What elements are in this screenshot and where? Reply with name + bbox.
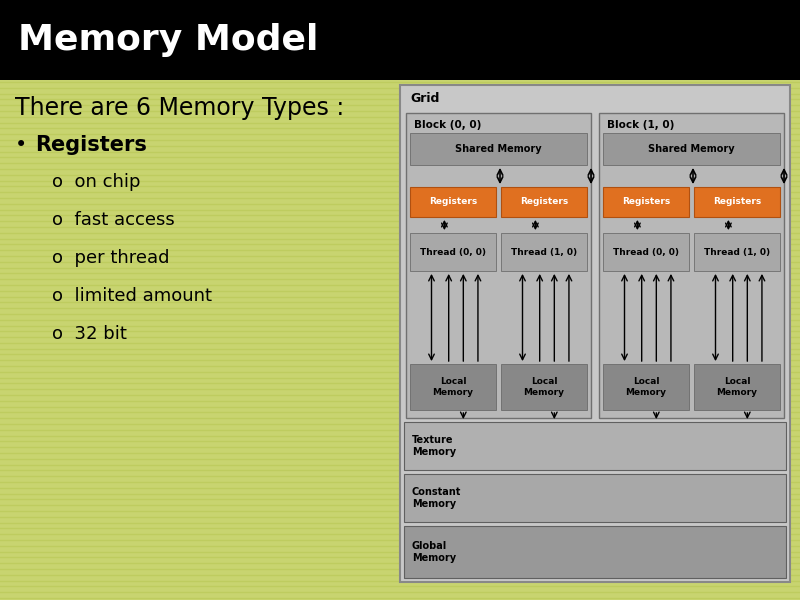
Bar (694, 233, 780, 271)
Text: Registers: Registers (429, 197, 477, 206)
Text: Local
Memory: Local Memory (433, 377, 474, 397)
Text: o  fast access: o fast access (52, 211, 174, 229)
Text: Shared Memory: Shared Memory (455, 144, 542, 154)
Text: •: • (15, 135, 27, 155)
Text: o  on chip: o on chip (52, 173, 141, 191)
Bar (603, 233, 689, 271)
Text: Texture
Memory: Texture Memory (412, 435, 456, 457)
Text: Thread (0, 0): Thread (0, 0) (420, 247, 486, 257)
Text: Constant
Memory: Constant Memory (412, 487, 462, 509)
Bar (501, 233, 587, 271)
Text: Thread (1, 0): Thread (1, 0) (511, 247, 577, 257)
Text: Block (0, 0): Block (0, 0) (414, 120, 482, 130)
Text: Registers: Registers (520, 197, 568, 206)
Text: Block (1, 0): Block (1, 0) (607, 120, 674, 130)
Text: o  limited amount: o limited amount (52, 287, 212, 305)
Text: Local
Memory: Local Memory (626, 377, 666, 397)
Bar (404, 526, 786, 578)
Text: Local
Memory: Local Memory (717, 377, 758, 397)
Bar (410, 233, 496, 271)
Text: Local
Memory: Local Memory (523, 377, 565, 397)
Text: There are 6 Memory Types :: There are 6 Memory Types : (15, 96, 344, 120)
Text: Registers: Registers (713, 197, 761, 206)
Bar (599, 113, 784, 418)
Bar (694, 364, 780, 410)
Bar (501, 364, 587, 410)
Text: o  per thread: o per thread (52, 249, 170, 267)
Bar (400, 85, 790, 582)
Bar (410, 364, 496, 410)
Bar (694, 187, 780, 217)
Text: Memory Model: Memory Model (18, 23, 318, 57)
Text: o  32 bit: o 32 bit (52, 325, 127, 343)
Text: Thread (1, 0): Thread (1, 0) (704, 247, 770, 257)
Bar (0, 0, 800, 80)
Bar (406, 113, 591, 418)
Bar (404, 474, 786, 522)
Text: Registers: Registers (622, 197, 670, 206)
Bar (501, 187, 587, 217)
Bar (410, 187, 496, 217)
Bar (603, 364, 689, 410)
Text: Thread (0, 0): Thread (0, 0) (613, 247, 679, 257)
Bar (603, 133, 780, 165)
Text: Registers: Registers (35, 135, 147, 155)
Bar (404, 422, 786, 470)
Text: Shared Memory: Shared Memory (648, 144, 735, 154)
Bar (603, 187, 689, 217)
Text: Global
Memory: Global Memory (412, 541, 456, 563)
Text: Grid: Grid (410, 92, 439, 106)
Bar (410, 133, 587, 165)
